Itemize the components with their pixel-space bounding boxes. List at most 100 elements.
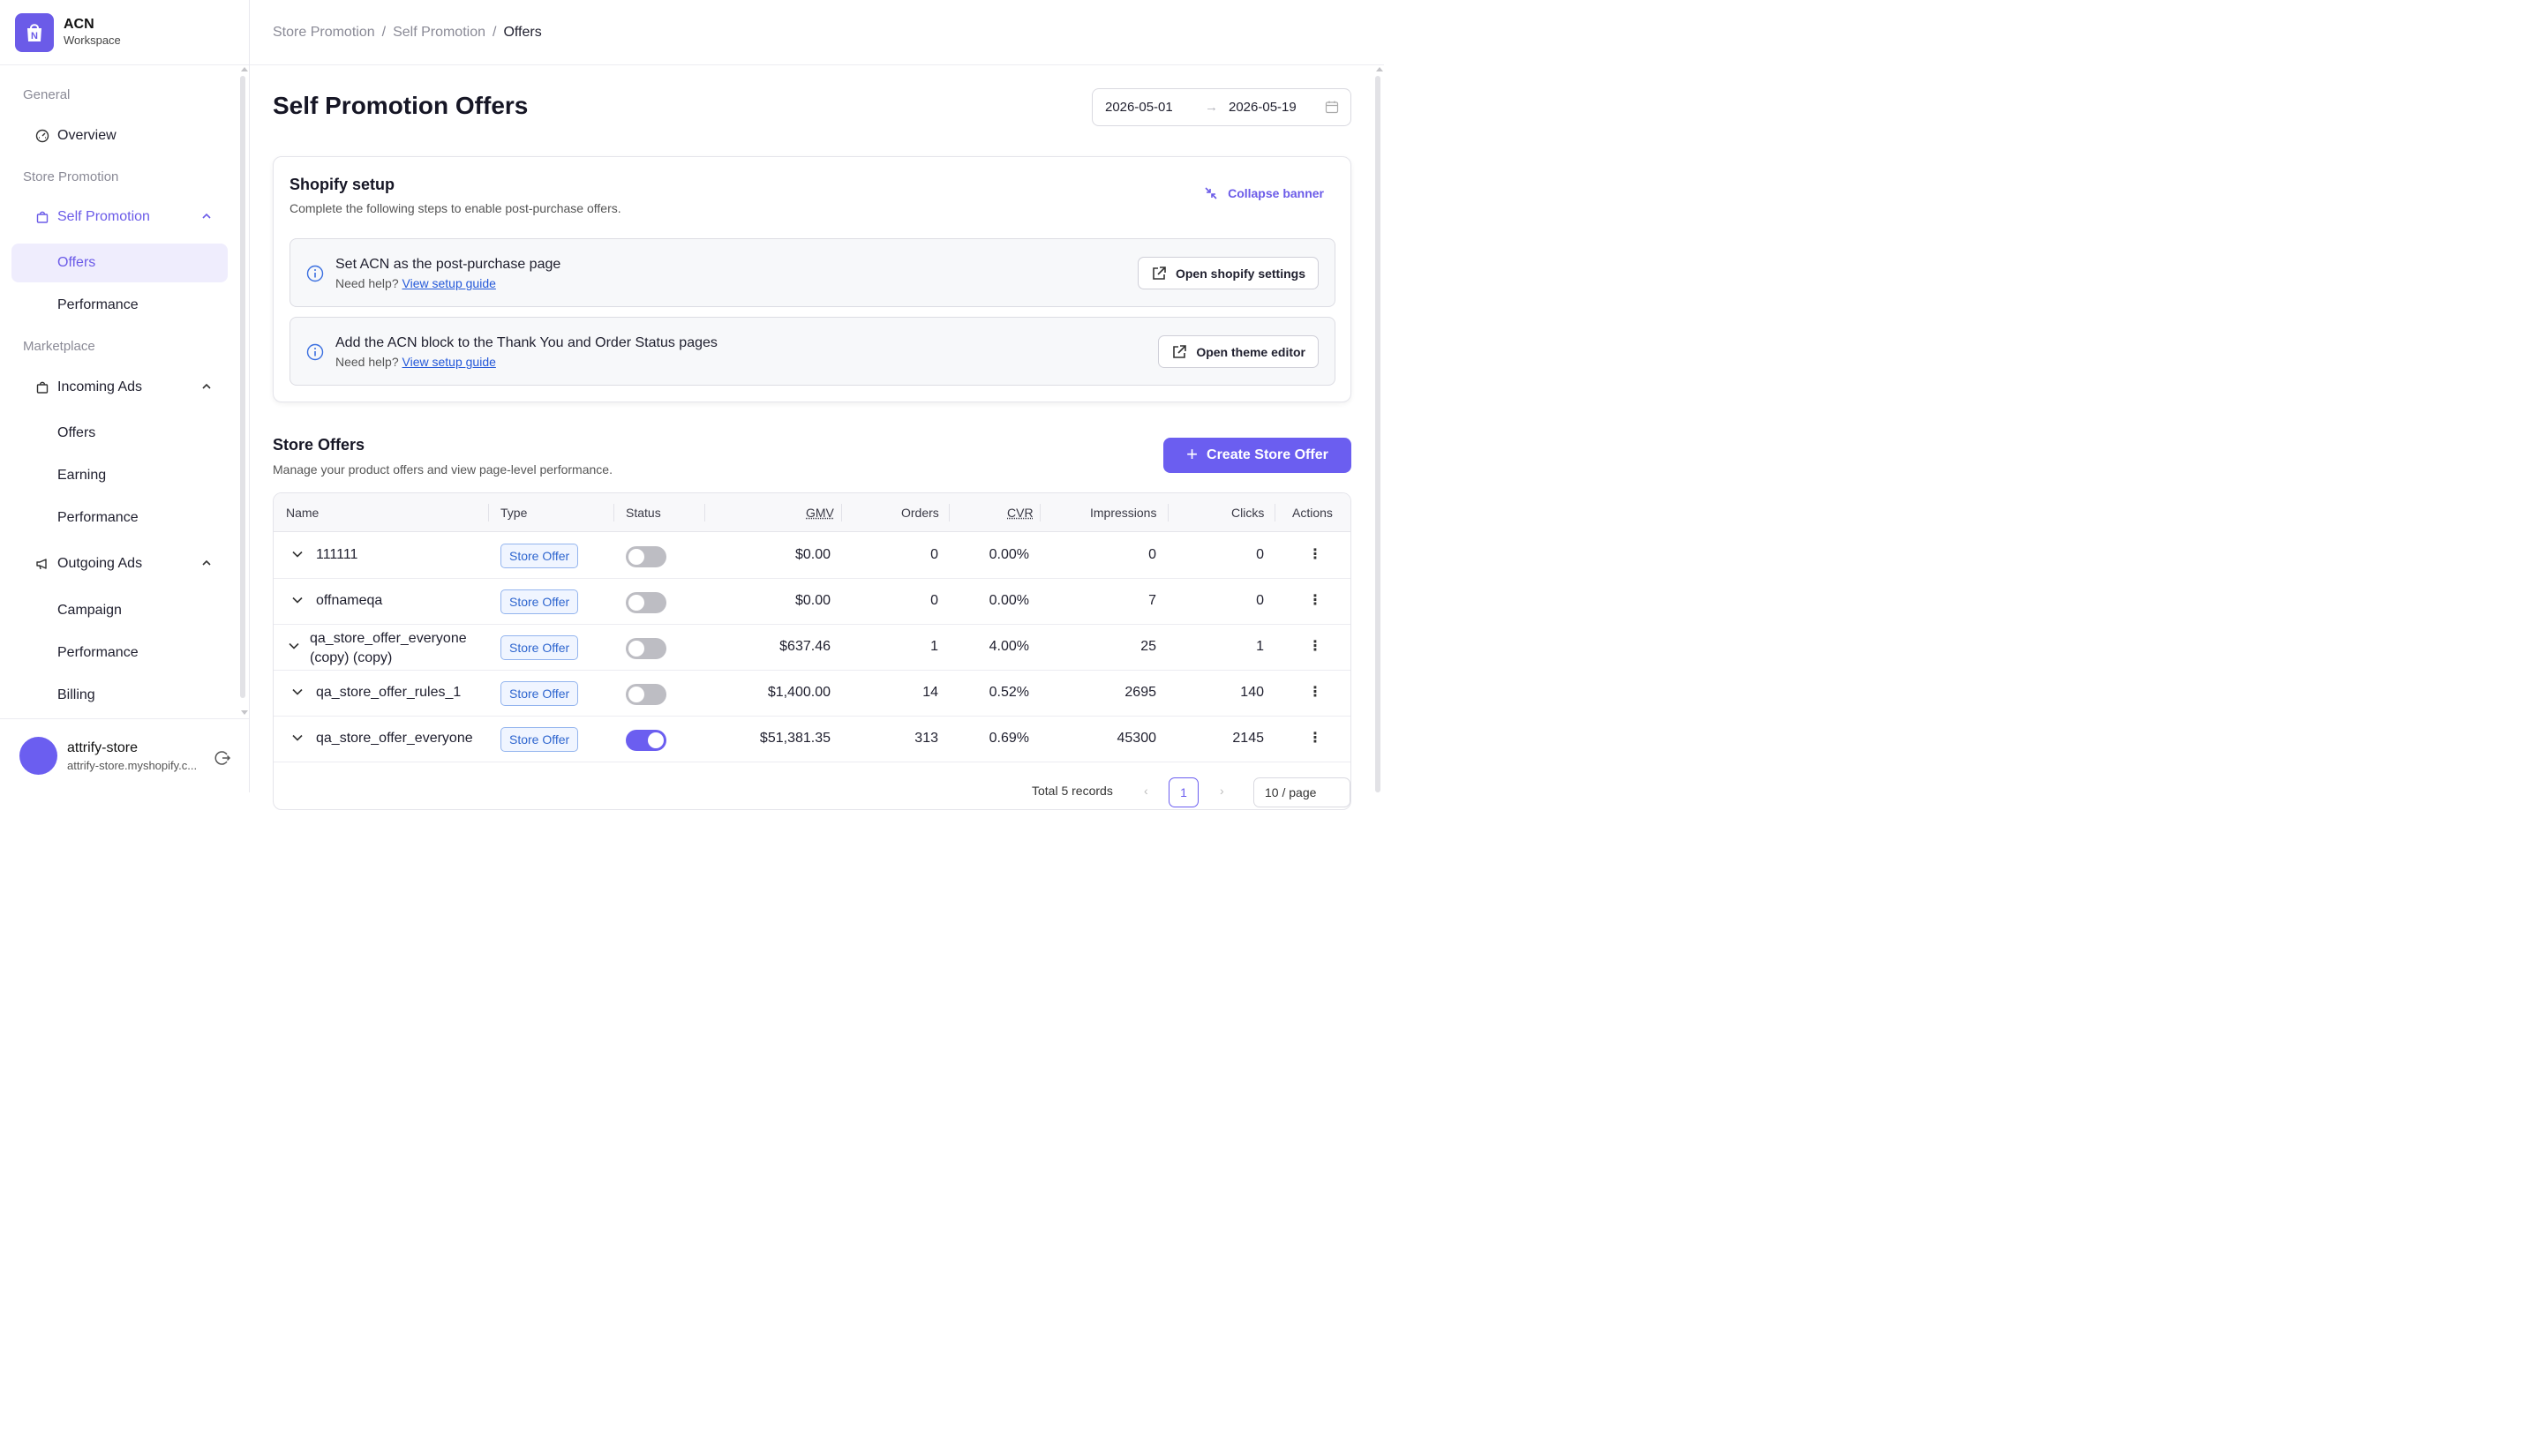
breadcrumb-item-store-promotion[interactable]: Store Promotion [273,24,375,40]
more-actions-icon[interactable]: ⋮ [1308,639,1322,654]
breadcrumb: Store Promotion / Self Promotion / Offer… [250,0,1384,65]
logout-icon[interactable] [214,749,231,769]
more-actions-icon[interactable]: ⋮ [1308,685,1322,700]
table-row[interactable]: qa_store_offer_rules_1 Store Offer $1,40… [274,671,1350,717]
sidebar-item-self-promotion-performance[interactable]: Performance [11,286,228,325]
info-icon [306,265,324,285]
banner-title: Shopify setup [290,176,395,193]
chevron-down-icon[interactable] [291,548,304,565]
more-actions-icon[interactable]: ⋮ [1308,731,1322,746]
type-badge: Store Offer [500,635,579,660]
step-help: Need help? View setup guide [335,276,496,290]
orders-value: 1 [930,639,938,654]
table-row[interactable]: qa_store_offer_everyone (copy) (copy) St… [274,625,1350,671]
create-store-offer-button[interactable]: + Create Store Offer [1163,438,1351,473]
more-actions-icon[interactable]: ⋮ [1308,593,1322,608]
table-row[interactable]: offnameqa Store Offer $0.00 0 0.00% 7 0 … [274,579,1350,625]
status-toggle[interactable] [626,684,666,705]
column-header-cvr[interactable]: CVR [1007,506,1034,520]
sidebar-item-outgoing-ads[interactable]: Outgoing Ads [11,544,228,583]
main-scroll-up-arrow[interactable] [1376,67,1383,71]
sidebar-item-outgoing-campaign[interactable]: Campaign [11,591,228,630]
store-offers-title: Store Offers [273,436,365,454]
breadcrumb-separator: / [381,24,387,40]
status-toggle[interactable] [626,638,666,659]
external-link-icon [1173,344,1187,358]
calendar-icon [1325,100,1339,117]
column-header-impressions[interactable]: Impressions [1090,506,1157,520]
table-row[interactable]: 111111 Store Offer $0.00 0 0.00% 0 0 ⋮ [274,533,1350,579]
more-actions-icon[interactable]: ⋮ [1308,547,1322,562]
table-header: Name Type Status GMV Orders CVR Impressi… [274,493,1350,532]
breadcrumb-separator: / [493,24,497,40]
sidebar-item-label: Outgoing Ads [57,556,143,571]
status-toggle[interactable] [626,592,666,613]
status-toggle[interactable] [626,546,666,567]
breadcrumb-item-self-promotion[interactable]: Self Promotion [393,24,485,40]
sidebar-scroll-down-arrow[interactable] [241,710,248,715]
date-start-input[interactable]: 2026-05-01 [1105,100,1173,115]
sidebar-item-self-promotion-offers[interactable]: Offers [11,244,228,282]
orders-value: 313 [914,731,938,746]
date-range-arrow: → [1205,100,1218,115]
avatar[interactable] [19,737,57,775]
sidebar-item-label: Performance [57,510,139,525]
sidebar-scrollbar[interactable] [240,76,245,698]
sidebar-item-outgoing-billing[interactable]: Billing [11,676,228,715]
sidebar-item-incoming-ads[interactable]: Incoming Ads [11,368,228,407]
sidebar-item-overview[interactable]: Overview [11,116,228,155]
column-header-actions: Actions [1292,506,1333,520]
column-header-clicks[interactable]: Clicks [1231,506,1265,520]
pagination: Total 5 records ‹ 1 › 10 / page [274,762,1350,807]
orders-value: 0 [930,593,938,608]
sidebar-nav: General Overview Store Promotion Self Pr… [0,65,238,718]
pagination-prev-button[interactable]: ‹ [1144,784,1148,798]
column-divider [704,504,705,522]
sidebar-item-incoming-performance[interactable]: Performance [11,499,228,537]
svg-text:N: N [31,31,38,41]
column-header-orders[interactable]: Orders [901,506,939,520]
column-divider [949,504,950,522]
open-theme-editor-button[interactable]: Open theme editor [1158,335,1319,368]
plus-icon: + [1186,443,1199,465]
sidebar-item-outgoing-performance[interactable]: Performance [11,634,228,672]
chevron-down-icon[interactable] [291,594,304,611]
date-end-input[interactable]: 2026-05-19 [1229,100,1297,115]
brand[interactable]: N ACN Workspace [0,0,249,65]
pagination-next-button[interactable]: › [1220,784,1224,798]
chevron-down-icon[interactable] [288,640,300,657]
column-divider [1168,504,1169,522]
sidebar-item-incoming-earning[interactable]: Earning [11,456,228,495]
page-size-select[interactable]: 10 / page [1253,777,1350,807]
sidebar-item-self-promotion[interactable]: Self Promotion [11,198,228,236]
status-toggle[interactable] [626,730,666,751]
clicks-value: 0 [1256,547,1264,562]
column-header-name[interactable]: Name [286,506,320,520]
date-range-picker[interactable]: 2026-05-01 → 2026-05-19 [1092,88,1351,126]
table-row[interactable]: qa_store_offer_everyone Store Offer $51,… [274,717,1350,762]
sidebar-item-label: Incoming Ads [57,379,143,394]
button-label: Open shopify settings [1175,266,1305,281]
open-shopify-settings-button[interactable]: Open shopify settings [1137,257,1319,289]
pagination-page-1[interactable]: 1 [1169,777,1199,807]
main-scrollbar[interactable] [1375,76,1380,792]
sidebar-item-incoming-offers[interactable]: Offers [11,414,228,453]
column-divider [841,504,842,522]
column-header-status[interactable]: Status [626,506,661,520]
collapse-banner-button[interactable]: Collapse banner [1204,186,1324,200]
sidebar-scroll-up-arrow[interactable] [241,67,248,71]
nav-section-general: General [23,87,71,102]
view-setup-guide-link[interactable]: View setup guide [402,276,496,290]
column-header-type[interactable]: Type [500,506,528,520]
cvr-value: 4.00% [989,639,1029,654]
chevron-down-icon[interactable] [291,732,304,748]
sidebar-item-label: Billing [57,687,95,702]
help-prefix: Need help? [335,276,399,290]
chevron-down-icon[interactable] [291,686,304,702]
impressions-value: 45300 [1117,731,1157,746]
store-offers-subtitle: Manage your product offers and view page… [273,462,613,477]
orders-value: 14 [922,685,938,700]
chevron-up-icon [201,380,212,396]
column-header-gmv[interactable]: GMV [806,506,834,520]
view-setup-guide-link[interactable]: View setup guide [402,355,496,369]
